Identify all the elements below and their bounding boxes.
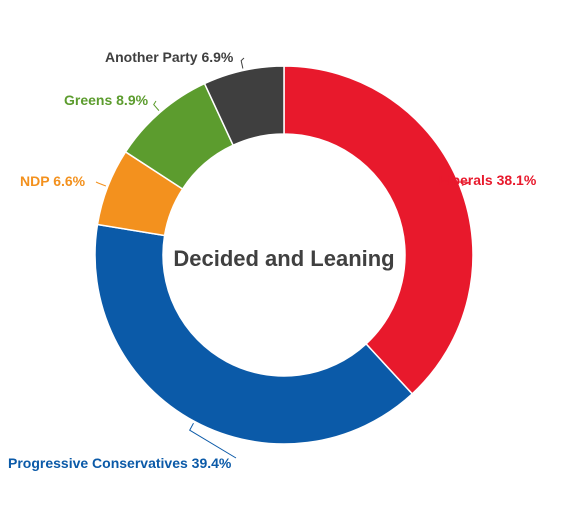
leader-line-progressive-conservatives — [189, 422, 237, 459]
leader-line-liberals — [436, 180, 470, 186]
slice-liberals[interactable] — [283, 65, 474, 395]
slice-label-liberals: Liberals 38.1% — [439, 172, 537, 188]
slice-label-ndp: NDP 6.6% — [20, 173, 86, 189]
leader-lines-group — [95, 57, 470, 459]
slice-label-another-party: Another Party 6.9% — [105, 49, 234, 65]
leader-line-greens — [153, 100, 160, 111]
chart-title: Decided and Leaning — [173, 246, 394, 271]
leader-line-another-party — [240, 57, 245, 69]
slice-labels-group: Liberals 38.1% Progressive Conservatives … — [8, 49, 537, 471]
leader-line-ndp — [95, 181, 107, 187]
slice-progressive-conservatives[interactable] — [94, 223, 414, 445]
slice-another-party[interactable] — [203, 65, 285, 147]
slice-label-greens: Greens 8.9% — [64, 92, 149, 108]
slices-group — [94, 65, 474, 445]
slice-label-progressive-conservatives: Progressive Conservatives 39.4% — [8, 455, 232, 471]
